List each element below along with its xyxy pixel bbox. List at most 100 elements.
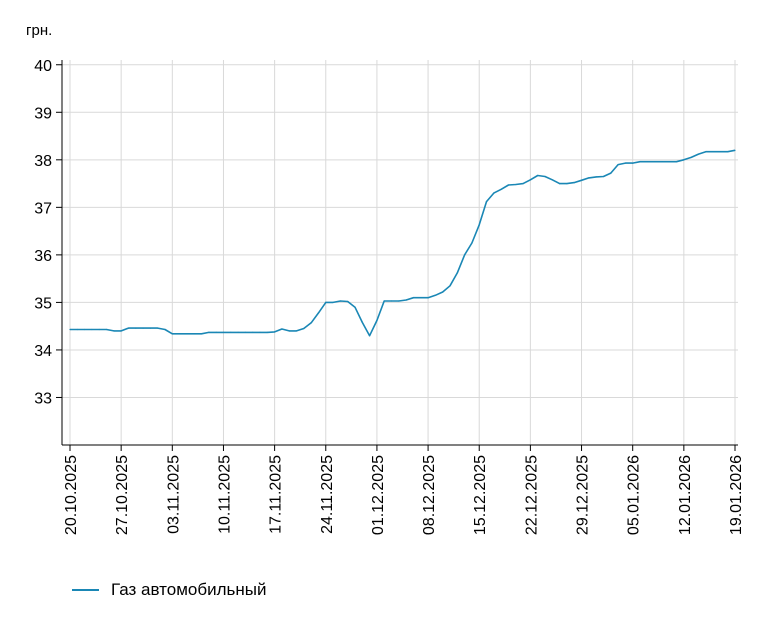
legend-label: Газ автомобильный (111, 580, 267, 599)
data-point (442, 291, 444, 293)
legend: Газ автомобильный (72, 580, 266, 600)
data-point (697, 153, 700, 155)
legend-swatch (72, 589, 99, 591)
y-tick-labels: 33 34 35 36 37 38 39 40 (34, 58, 52, 408)
data-point (485, 201, 488, 203)
data-point (595, 176, 597, 178)
data-point (303, 327, 305, 330)
data-point (493, 192, 495, 194)
x-tick-label: 01.12.2025 (370, 455, 387, 535)
data-point (127, 327, 130, 329)
plot-area (69, 149, 736, 337)
data-point (632, 162, 634, 164)
data-point (84, 328, 86, 331)
series-line (70, 149, 736, 337)
y-tick-label: 36 (34, 248, 52, 265)
x-tick-label: 15.12.2025 (472, 455, 489, 535)
data-point (624, 162, 627, 164)
data-point (230, 331, 232, 333)
data-point (274, 331, 276, 333)
data-point (690, 156, 692, 158)
data-point (325, 301, 327, 303)
data-point (434, 294, 436, 296)
data-point (149, 327, 151, 329)
data-point (507, 184, 510, 186)
x-tick-label: 20.10.2025 (63, 455, 80, 535)
x-tick-label: 19.01.2026 (728, 455, 745, 535)
data-point (171, 333, 173, 335)
data-point (588, 177, 590, 179)
data-point (522, 183, 524, 185)
data-point (317, 312, 320, 314)
data-point (602, 175, 605, 178)
data-point (186, 333, 188, 335)
data-point (237, 331, 239, 333)
data-point (390, 300, 393, 302)
data-point (354, 306, 356, 308)
data-point (705, 151, 707, 153)
x-tick-label: 29.12.2025 (575, 455, 592, 535)
x-tick-label: 03.11.2025 (165, 455, 182, 534)
data-point (259, 331, 261, 333)
data-point (456, 272, 458, 274)
y-tick-label: 38 (34, 153, 52, 170)
data-point (661, 161, 663, 163)
data-point (529, 179, 532, 181)
data-point (98, 328, 100, 331)
data-point (252, 331, 254, 333)
data-point (281, 328, 283, 330)
x-tick-labels: 20.10.2025 27.10.2025 03.11.2025 10.11.2025… (63, 455, 745, 535)
data-point (369, 335, 371, 337)
x-tick-label: 22.12.2025 (523, 455, 540, 535)
x-tick-label: 08.12.2025 (421, 455, 438, 535)
data-point (719, 151, 722, 153)
y-tick-label: 40 (34, 58, 52, 75)
data-point (712, 151, 714, 153)
x-tick-label: 10.11.2025 (216, 455, 233, 534)
data-point (471, 242, 473, 244)
grid (62, 60, 738, 445)
data-point (537, 174, 539, 177)
data-point (288, 330, 290, 332)
data-point (675, 161, 678, 163)
y-tick-label: 39 (34, 105, 52, 122)
data-point (573, 182, 575, 184)
data-point (105, 328, 108, 331)
data-point (76, 328, 78, 331)
data-point (405, 299, 407, 301)
data-point (266, 331, 268, 333)
y-tick-label: 35 (34, 295, 52, 312)
y-axis-unit-label: грн. (26, 22, 52, 39)
data-point (420, 297, 422, 299)
data-point (179, 333, 181, 335)
data-point (646, 161, 648, 163)
data-point (464, 254, 466, 256)
data-point (200, 333, 203, 335)
data-point (347, 300, 349, 303)
data-point (215, 331, 217, 333)
data-point (639, 161, 641, 163)
data-point (361, 321, 363, 323)
data-point (208, 331, 210, 333)
data-point (244, 331, 246, 333)
x-tick-label: 24.11.2025 (319, 455, 336, 534)
data-point (164, 328, 166, 331)
data-point (135, 327, 137, 329)
data-point (727, 151, 729, 153)
data-point (113, 330, 115, 332)
y-tick-label: 33 (34, 390, 52, 407)
data-point (412, 297, 415, 299)
data-point (91, 328, 93, 331)
x-tick-label: 17.11.2025 (268, 455, 285, 534)
data-point (610, 172, 612, 174)
data-point (449, 285, 451, 287)
data-point (398, 300, 400, 302)
data-point (551, 179, 553, 181)
data-point (654, 161, 656, 163)
y-tick-label: 34 (34, 343, 52, 360)
data-point (157, 327, 159, 329)
data-point (668, 161, 670, 163)
data-point (69, 328, 71, 331)
y-tick-label: 37 (34, 200, 52, 217)
